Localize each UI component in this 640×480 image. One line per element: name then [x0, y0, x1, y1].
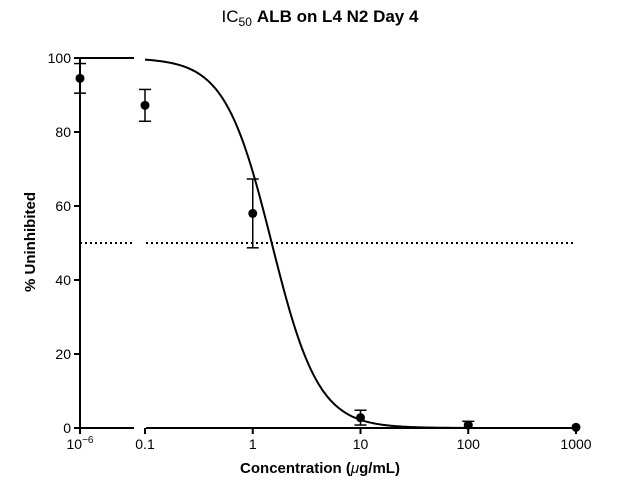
y-tick-label: 20: [55, 346, 71, 362]
x-ticks: 10−6 0.1 1 10 100 1000: [67, 428, 592, 452]
chart-title: IC50 ALB on L4 N2 Day 4: [222, 7, 419, 29]
x-tick-label: 10: [353, 436, 369, 452]
x-axis-label-after: g/mL): [359, 460, 400, 477]
x-tick-label: 0.1: [135, 436, 155, 452]
data-point: [463, 420, 473, 430]
y-ticks: 0 20 40 60 80 100: [48, 50, 80, 436]
y-tick-label: 100: [48, 50, 72, 66]
y-tick-label: 40: [55, 272, 71, 288]
x-tick-label: 10−6: [67, 435, 94, 452]
data-point: [356, 413, 365, 423]
x-tick-label: 1000: [560, 436, 591, 452]
x-axis-label-mu: μ: [350, 460, 359, 477]
data-point: [571, 422, 581, 432]
chart-title-symbol: IC: [222, 7, 239, 26]
chart-title-text: ALB on L4 N2 Day 4: [257, 7, 419, 26]
data-points: [74, 62, 581, 432]
y-axis-label: % Uninhibited: [22, 192, 39, 292]
x-axis-label: Concentration (μg/mL): [240, 460, 400, 477]
y-tick-label: 80: [55, 124, 71, 140]
x-tick-label-exponent: −6: [82, 435, 94, 446]
data-point: [248, 208, 258, 218]
x-axis-label-before: Concentration (: [240, 460, 351, 477]
y-tick-label: 0: [63, 420, 71, 436]
x-tick-label: 100: [457, 436, 481, 452]
chart-title-subscript: 50: [239, 15, 253, 29]
data-point: [75, 73, 85, 83]
x-tick-label-base: 10: [67, 436, 83, 452]
data-point: [140, 100, 150, 110]
x-tick-label: 1: [249, 436, 257, 452]
y-tick-label: 60: [55, 198, 71, 214]
